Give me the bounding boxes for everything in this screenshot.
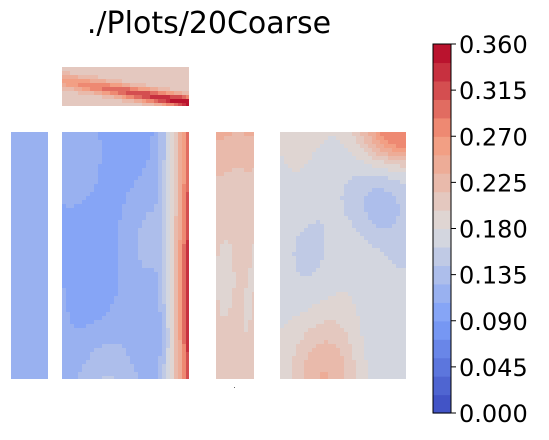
colorbar-level [433, 339, 451, 359]
stray-marker [234, 387, 235, 388]
colorbar-tick-label: 0.135 [459, 262, 528, 290]
colorbar-tick-label: 0.270 [459, 123, 528, 151]
colorbar-level [433, 302, 451, 322]
colorbar-level [433, 62, 451, 82]
colorbar-level [433, 246, 451, 266]
left-wide-panel [62, 132, 189, 379]
colorbar-tick-label: 0.045 [459, 354, 528, 382]
colorbar-tick-label: 0.315 [459, 77, 528, 105]
page-title: ./Plots/20Coarse [86, 6, 332, 41]
colorbar-tick-label: 0.360 [459, 31, 528, 59]
colorbar-level [433, 44, 451, 64]
colorbar-level [433, 117, 451, 137]
colorbar-level [433, 210, 451, 230]
colorbar-level [433, 154, 451, 174]
colorbar-level [433, 265, 451, 285]
colorbar-tick-label: 0.225 [459, 169, 528, 197]
colorbar-level [433, 191, 451, 211]
colorbar-tick-label: 0.180 [459, 216, 528, 244]
left-narrow-panel [11, 132, 48, 379]
colorbar-tick-label: 0.090 [459, 308, 528, 336]
colorbar-tick-label: 0.000 [459, 400, 528, 428]
top-panel [62, 67, 189, 106]
colorbar-level [433, 228, 451, 248]
colorbar-level [433, 99, 451, 119]
colorbar-level [433, 283, 451, 303]
colorbar-level [433, 136, 451, 156]
colorbar-level [433, 173, 451, 193]
colorbar-level [433, 394, 451, 414]
colorbar-level [433, 80, 451, 100]
colorbar-level [433, 376, 451, 396]
colorbar-level [433, 320, 451, 340]
right-panel [280, 132, 406, 379]
middle-narrow-panel [216, 132, 254, 379]
colorbar-level [433, 357, 451, 377]
